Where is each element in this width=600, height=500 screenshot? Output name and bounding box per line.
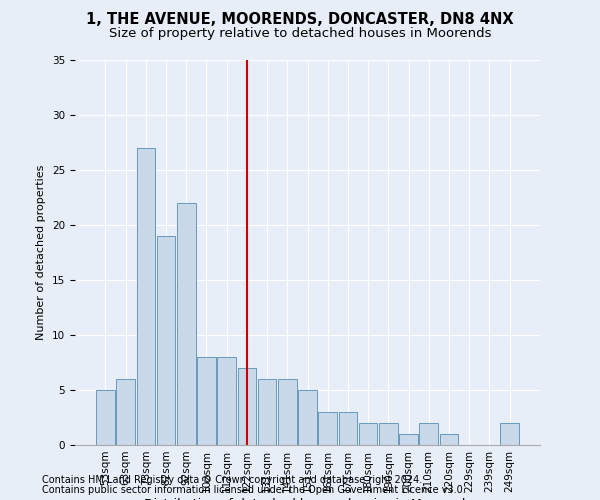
Bar [338,412,357,445]
Bar [217,357,236,445]
Bar [197,357,216,445]
Bar [116,379,135,445]
Bar [419,423,438,445]
Text: Contains HM Land Registry data © Crown copyright and database right 2024.: Contains HM Land Registry data © Crown c… [42,475,422,485]
Text: Size of property relative to detached houses in Moorends: Size of property relative to detached ho… [109,28,491,40]
Bar [319,412,337,445]
Y-axis label: Number of detached properties: Number of detached properties [37,165,46,340]
Bar [238,368,256,445]
Bar [440,434,458,445]
Bar [359,423,377,445]
Bar [298,390,317,445]
Bar [399,434,418,445]
Bar [500,423,519,445]
Bar [379,423,398,445]
Bar [96,390,115,445]
Text: 1, THE AVENUE, MOORENDS, DONCASTER, DN8 4NX: 1, THE AVENUE, MOORENDS, DONCASTER, DN8 … [86,12,514,28]
Bar [278,379,296,445]
X-axis label: Distribution of detached houses by size in Moorends: Distribution of detached houses by size … [143,498,472,500]
Bar [258,379,277,445]
Bar [157,236,175,445]
Bar [177,203,196,445]
Text: Contains public sector information licensed under the Open Government Licence v3: Contains public sector information licen… [42,485,466,495]
Bar [137,148,155,445]
